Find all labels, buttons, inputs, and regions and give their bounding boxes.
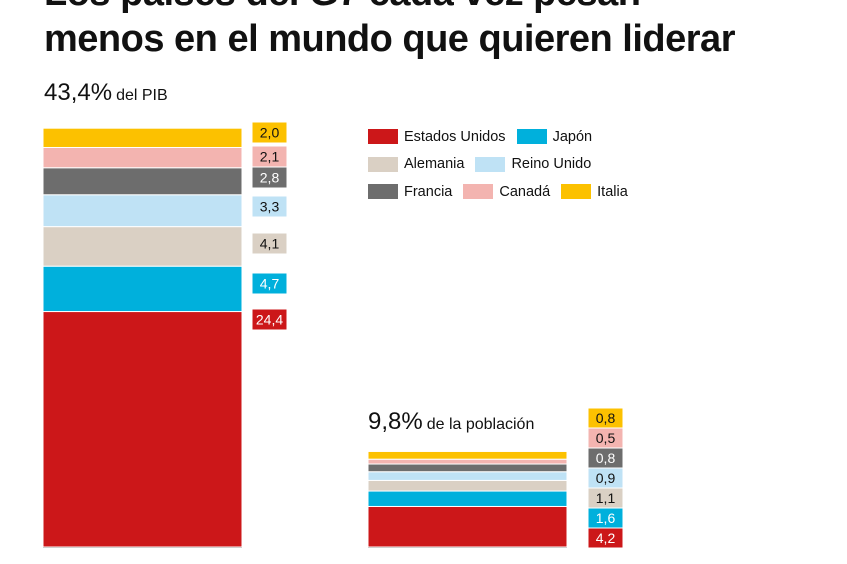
value-label: 0,8 bbox=[596, 410, 616, 426]
chart-legend: Estados Unidos Japón Alemania Reino Unido Fr… bbox=[368, 123, 639, 206]
chart-title-line-1: Los países del G7 cada vez pesan bbox=[44, 0, 844, 16]
legend-swatch bbox=[368, 184, 398, 200]
legend-swatch bbox=[475, 156, 506, 172]
value-label: 4,2 bbox=[596, 530, 616, 546]
legend-label: Estados Unidos bbox=[404, 128, 506, 145]
legend-row: Alemania Reino Unido bbox=[368, 151, 639, 179]
bar-segment bbox=[42, 146, 243, 169]
value-label: 24,4 bbox=[256, 312, 283, 328]
bar-segment bbox=[42, 194, 243, 228]
legend-item: Reino Unido bbox=[475, 156, 591, 172]
legend-label: Francia bbox=[404, 183, 453, 200]
value-label: 2,0 bbox=[260, 125, 280, 141]
value-label-box bbox=[251, 308, 288, 331]
value-label: 3,3 bbox=[260, 199, 280, 215]
legend-swatch bbox=[561, 184, 592, 200]
legend-row: Francia Canadá Italia bbox=[368, 178, 639, 206]
value-label: 1,1 bbox=[596, 490, 616, 506]
bar-segment bbox=[367, 463, 568, 473]
value-label: 0,8 bbox=[596, 450, 616, 466]
legend-label: Italia bbox=[597, 183, 628, 200]
population-headline: 9,8% de la población bbox=[368, 408, 534, 436]
legend-swatch bbox=[516, 129, 547, 145]
value-label: 2,8 bbox=[260, 170, 280, 186]
bar-segment bbox=[367, 471, 568, 481]
bar-segment bbox=[42, 311, 243, 548]
chart-title-line-2: menos en el mundo que quieren liderar bbox=[44, 18, 735, 60]
legend-swatch bbox=[368, 156, 398, 172]
value-label-box bbox=[251, 145, 288, 168]
pib-total-label: del PIB bbox=[116, 87, 168, 104]
population-total-value: 9,8% bbox=[368, 408, 423, 435]
bar-segment bbox=[367, 505, 568, 548]
bar-segment bbox=[367, 479, 568, 492]
legend-item: Italia bbox=[561, 184, 628, 200]
legend-label: Alemania bbox=[404, 156, 465, 173]
bar-segment bbox=[367, 458, 568, 465]
legend-item: Alemania bbox=[368, 156, 464, 172]
legend-item: Francia bbox=[368, 184, 452, 200]
value-label: 2,1 bbox=[260, 149, 280, 165]
bar-segment bbox=[42, 127, 243, 148]
legend-row: Estados Unidos Japón bbox=[368, 123, 639, 151]
bar-segment bbox=[42, 167, 243, 196]
value-label-box bbox=[251, 232, 288, 255]
pib-total-value: 43,4% bbox=[44, 79, 113, 106]
legend-swatch bbox=[463, 184, 494, 200]
legend-label: Japón bbox=[552, 128, 593, 145]
legend-swatch bbox=[368, 129, 398, 145]
legend-item: Canadá bbox=[463, 184, 550, 200]
legend-label: Canadá bbox=[499, 183, 551, 200]
value-label-box bbox=[587, 407, 624, 429]
value-label: 0,9 bbox=[596, 470, 616, 486]
pib-headline: 43,4% del PIB bbox=[44, 79, 168, 107]
value-label: 0,5 bbox=[596, 430, 616, 446]
legend-label: Reino Unido bbox=[511, 156, 592, 173]
bar-segment bbox=[42, 226, 243, 267]
value-label: 4,1 bbox=[260, 236, 280, 252]
population-total-label: de la población bbox=[426, 416, 535, 433]
value-label-box bbox=[251, 195, 288, 218]
legend-item: Japón bbox=[516, 128, 593, 145]
legend-item: Estados Unidos bbox=[368, 129, 506, 145]
bar-segment bbox=[367, 490, 568, 507]
bar-segment bbox=[367, 450, 568, 460]
chart-title: Los países del G7 cada vez pesan menos e… bbox=[44, 0, 844, 62]
value-label: 4,7 bbox=[260, 276, 280, 292]
value-label-box bbox=[251, 272, 288, 295]
value-label: 1,6 bbox=[596, 510, 616, 526]
value-label-box bbox=[251, 121, 288, 144]
bar-segment bbox=[42, 265, 243, 313]
